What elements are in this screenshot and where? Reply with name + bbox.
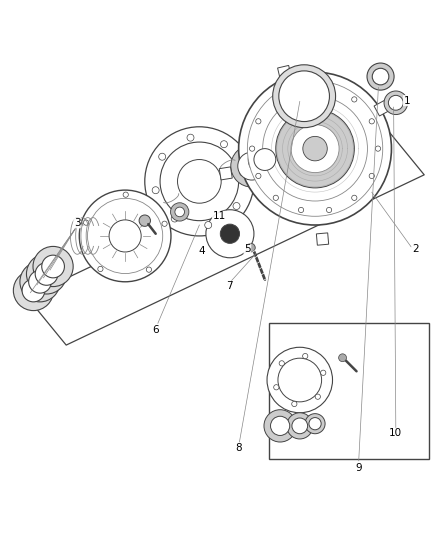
Circle shape xyxy=(254,149,276,171)
Circle shape xyxy=(162,221,167,227)
Circle shape xyxy=(206,210,254,258)
Circle shape xyxy=(291,125,339,173)
Circle shape xyxy=(339,354,346,362)
Text: 3: 3 xyxy=(74,218,81,228)
Circle shape xyxy=(247,81,383,216)
Text: 8: 8 xyxy=(235,443,242,453)
Text: 7: 7 xyxy=(226,281,233,291)
Circle shape xyxy=(256,119,261,124)
Circle shape xyxy=(321,370,326,375)
Circle shape xyxy=(187,134,194,141)
Circle shape xyxy=(13,270,53,311)
Circle shape xyxy=(287,413,313,439)
Circle shape xyxy=(220,141,227,148)
Circle shape xyxy=(28,270,51,293)
Circle shape xyxy=(22,279,45,302)
Bar xyxy=(278,66,291,79)
Text: 1: 1 xyxy=(403,95,410,106)
Circle shape xyxy=(352,97,357,102)
Circle shape xyxy=(263,96,367,201)
Circle shape xyxy=(84,220,88,225)
Text: 6: 6 xyxy=(152,325,159,335)
FancyBboxPatch shape xyxy=(269,323,428,458)
Circle shape xyxy=(231,145,273,187)
Circle shape xyxy=(220,224,240,244)
Bar xyxy=(219,167,232,180)
Circle shape xyxy=(384,91,408,115)
Circle shape xyxy=(109,220,141,252)
Circle shape xyxy=(271,416,290,435)
Circle shape xyxy=(303,136,327,161)
Circle shape xyxy=(375,146,381,151)
Circle shape xyxy=(305,414,325,434)
Circle shape xyxy=(159,153,166,160)
Circle shape xyxy=(146,267,152,272)
Text: 4: 4 xyxy=(198,246,205,256)
Circle shape xyxy=(276,109,354,188)
Circle shape xyxy=(279,361,284,366)
Circle shape xyxy=(326,207,332,213)
Circle shape xyxy=(88,198,163,273)
Polygon shape xyxy=(27,127,424,345)
Circle shape xyxy=(309,417,321,430)
Circle shape xyxy=(20,262,60,302)
Circle shape xyxy=(160,142,239,221)
Circle shape xyxy=(139,215,150,227)
Circle shape xyxy=(369,119,374,124)
Circle shape xyxy=(264,410,296,442)
Circle shape xyxy=(238,152,266,180)
Bar xyxy=(316,233,328,245)
Circle shape xyxy=(267,348,332,413)
Circle shape xyxy=(247,244,255,252)
Circle shape xyxy=(250,146,255,151)
Circle shape xyxy=(326,85,332,90)
Circle shape xyxy=(205,222,212,229)
Circle shape xyxy=(42,255,64,278)
Circle shape xyxy=(292,418,307,434)
Circle shape xyxy=(273,97,279,102)
Circle shape xyxy=(278,358,321,402)
Circle shape xyxy=(152,187,159,193)
Circle shape xyxy=(171,215,178,222)
Circle shape xyxy=(177,159,221,203)
Circle shape xyxy=(33,246,73,287)
Circle shape xyxy=(389,95,403,110)
Circle shape xyxy=(303,353,308,359)
Circle shape xyxy=(279,71,329,122)
Circle shape xyxy=(145,127,254,236)
Circle shape xyxy=(367,63,394,90)
Bar xyxy=(374,101,389,116)
Circle shape xyxy=(372,68,389,85)
Circle shape xyxy=(292,401,297,407)
Circle shape xyxy=(240,169,247,176)
Circle shape xyxy=(273,65,336,128)
Text: 2: 2 xyxy=(412,244,419,254)
Circle shape xyxy=(298,207,304,213)
Text: 9: 9 xyxy=(355,463,362,473)
Circle shape xyxy=(233,203,240,209)
Circle shape xyxy=(239,72,392,225)
Circle shape xyxy=(175,207,184,217)
Circle shape xyxy=(315,394,321,399)
Circle shape xyxy=(26,254,67,294)
Circle shape xyxy=(98,266,103,272)
Text: 5: 5 xyxy=(244,244,251,254)
Text: 11: 11 xyxy=(212,211,226,221)
Circle shape xyxy=(273,195,279,200)
Circle shape xyxy=(248,143,282,176)
Circle shape xyxy=(123,192,128,197)
Circle shape xyxy=(35,263,58,285)
Circle shape xyxy=(79,190,171,282)
Circle shape xyxy=(352,195,357,200)
Text: 10: 10 xyxy=(389,429,403,438)
Circle shape xyxy=(274,385,279,390)
Circle shape xyxy=(170,203,189,221)
Circle shape xyxy=(256,173,261,179)
Circle shape xyxy=(369,173,374,179)
Circle shape xyxy=(298,85,304,90)
